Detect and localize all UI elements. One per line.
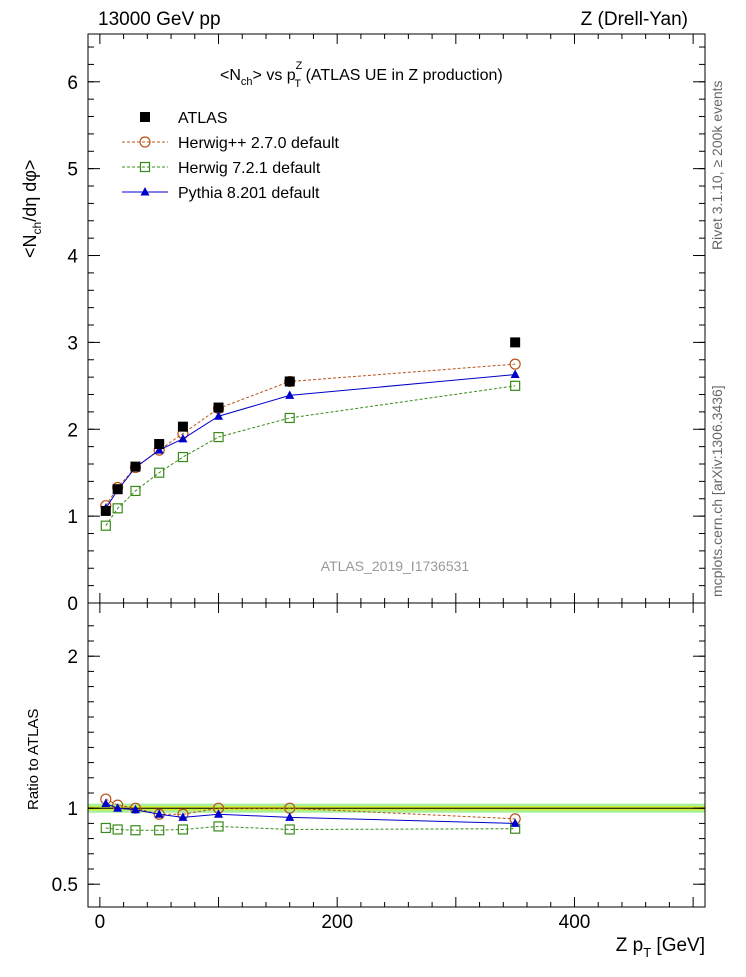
data-point <box>213 402 224 413</box>
data-point <box>285 812 295 821</box>
data-point <box>214 809 224 818</box>
legend-item: ATLAS <box>140 110 228 127</box>
legend-marker <box>140 112 150 122</box>
x-tick-label: 200 <box>321 912 353 933</box>
data-point <box>130 485 141 497</box>
data-point <box>214 411 224 420</box>
legend-item: Herwig++ 2.7.0 default <box>122 135 340 152</box>
legend-label: Herwig++ 2.7.0 default <box>178 135 340 152</box>
energy-label: 13000 GeV pp <box>98 9 221 30</box>
chart-title: <Nch> vs pZ T (ATLAS UE in Z production) <box>220 60 503 90</box>
data-point <box>130 461 141 472</box>
data-point <box>112 484 123 495</box>
series-line <box>105 825 516 831</box>
rivet-label: Rivet 3.1.10, ≥ 200k events <box>709 80 725 250</box>
x-tick-label: 400 <box>559 912 591 933</box>
series-line <box>105 363 516 506</box>
data-point <box>154 809 164 818</box>
data-point <box>177 421 188 432</box>
y-tick-label: 1 <box>67 507 78 528</box>
y-tick-label: 1 <box>67 799 78 820</box>
mcplots-label: mcplots.cern.ch [arXiv:1306.3436] <box>709 385 725 597</box>
series-line <box>105 374 516 509</box>
upper-y-axis-label: <Nch/dη dφ> <box>20 160 44 258</box>
y-tick-label: 0 <box>67 594 78 615</box>
data-point <box>510 369 520 379</box>
upper-plot: 0 1 2 3 4 5 6 <box>67 33 706 615</box>
legend-label: Pythia 8.201 default <box>178 185 320 202</box>
data-point <box>285 390 295 399</box>
legend: ATLAS Herwig++ 2.7.0 default Herwig 7.2.1 … <box>122 110 340 202</box>
data-point <box>100 505 111 516</box>
data-point <box>510 380 521 391</box>
y-tick-label: 2 <box>67 420 78 441</box>
plot-frame <box>87 602 706 908</box>
data-point <box>284 412 295 424</box>
data-point <box>113 803 123 812</box>
data-point <box>112 824 123 835</box>
data-point <box>112 503 123 514</box>
legend-label: Herwig 7.2.1 default <box>178 160 321 177</box>
legend-marker <box>140 187 150 196</box>
ratio-plot: 0.5 1 2 0 200 400 <box>52 602 706 933</box>
x-tick-label: 0 <box>95 912 106 933</box>
data-point <box>154 439 165 450</box>
legend-marker <box>139 161 151 173</box>
legend-item: Herwig 7.2.1 default <box>122 160 321 177</box>
data-point <box>510 818 520 827</box>
data-point <box>101 798 111 808</box>
data-point <box>130 804 140 814</box>
data-point <box>177 824 189 835</box>
legend-label: ATLAS <box>178 110 228 127</box>
watermark: ATLAS_2019_I1736531 <box>321 558 470 574</box>
data-point <box>284 824 295 835</box>
y-tick-label: 0.5 <box>52 875 78 896</box>
legend-marker <box>139 136 151 148</box>
data-point <box>178 812 188 821</box>
data-point <box>178 433 188 443</box>
series-line <box>105 385 516 526</box>
data-point <box>100 520 111 531</box>
data-point <box>130 825 141 836</box>
data-point <box>154 445 164 454</box>
data-point <box>213 821 224 832</box>
y-tick-label: 6 <box>67 73 78 94</box>
x-axis-label: Z pT [GeV] <box>616 935 705 960</box>
series-line <box>105 798 516 820</box>
ratio-y-axis-label: Ratio to ATLAS <box>25 709 42 810</box>
data-point <box>510 337 521 348</box>
data-point <box>284 376 295 387</box>
y-tick-label: 2 <box>67 647 78 668</box>
y-tick-label: 4 <box>67 247 78 268</box>
legend-item: Pythia 8.201 default <box>122 185 320 202</box>
process-label: Z (Drell-Yan) <box>581 9 688 30</box>
data-point <box>100 822 111 834</box>
data-point <box>177 451 189 463</box>
y-tick-label: 5 <box>67 160 78 181</box>
data-point <box>509 358 521 370</box>
y-tick-label: 3 <box>67 333 78 354</box>
series-line <box>105 803 516 824</box>
data-point <box>213 431 224 443</box>
data-point <box>154 825 165 836</box>
data-point <box>154 467 165 478</box>
